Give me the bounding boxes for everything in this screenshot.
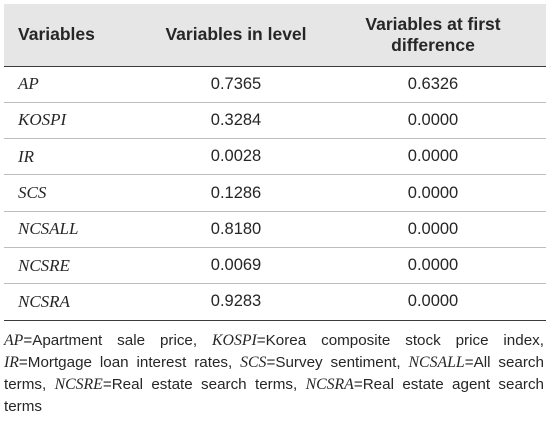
footnote-abbr: NCSRE bbox=[54, 375, 103, 393]
footnote-abbr: SCS bbox=[240, 353, 267, 371]
row-level-value: 0.0028 bbox=[152, 138, 320, 176]
row-variable: NCSRA bbox=[4, 283, 152, 321]
footnote-meaning: Real estate agent search terms bbox=[4, 375, 544, 415]
header-first-difference-label: Variables at first difference bbox=[365, 13, 501, 55]
row-variable: SCS bbox=[4, 174, 152, 212]
footnote-meaning: Real estate search terms bbox=[111, 375, 293, 393]
row-variable: NCSRE bbox=[4, 247, 152, 285]
table-body: AP 0.7365 0.6326 KOSPI 0.3284 0.0000 IR … bbox=[4, 66, 546, 321]
footnote-abbr: NCSALL bbox=[408, 353, 465, 371]
table-row: IR 0.0028 0.0000 bbox=[4, 138, 546, 176]
table-row: KOSPI 0.3284 0.0000 bbox=[4, 102, 546, 140]
row-level-value: 0.7365 bbox=[152, 66, 320, 103]
footnote-abbr: AP bbox=[4, 331, 24, 349]
row-level-value: 0.0069 bbox=[152, 247, 320, 285]
row-first-difference-value: 0.0000 bbox=[320, 283, 546, 321]
row-level-value: 0.9283 bbox=[152, 283, 320, 321]
row-level-value: 0.8180 bbox=[152, 211, 320, 248]
row-variable: IR bbox=[4, 138, 152, 176]
document-page: Variables Variables in level Variables a… bbox=[4, 4, 546, 418]
row-first-difference-value: 0.0000 bbox=[320, 102, 546, 140]
table-row: SCS 0.1286 0.0000 bbox=[4, 174, 546, 212]
row-level-value: 0.1286 bbox=[152, 174, 320, 212]
footnote-meaning: Survey sentiment bbox=[275, 353, 397, 371]
header-variables-at-first-difference: Variables at first difference bbox=[320, 4, 546, 67]
footnote-abbr: NCSRA bbox=[305, 375, 354, 393]
table-row: NCSALL 0.8180 0.0000 bbox=[4, 211, 546, 248]
table-row: NCSRE 0.0069 0.0000 bbox=[4, 247, 546, 285]
footnote-abbr: KOSPI bbox=[212, 331, 257, 349]
table-header: Variables Variables in level Variables a… bbox=[4, 4, 546, 67]
row-variable: KOSPI bbox=[4, 102, 152, 140]
row-first-difference-value: 0.0000 bbox=[320, 247, 546, 285]
row-variable: NCSALL bbox=[4, 211, 152, 248]
unit-root-test-table: Variables Variables in level Variables a… bbox=[4, 4, 546, 321]
footnote-meaning: Mortgage loan interest rates bbox=[27, 353, 228, 371]
row-variable: AP bbox=[4, 66, 152, 103]
row-first-difference-value: 0.6326 bbox=[320, 66, 546, 103]
table-row: NCSRA 0.9283 0.0000 bbox=[4, 283, 546, 321]
table-footnote: AP=Apartment sale price, KOSPI=Korea com… bbox=[4, 331, 544, 415]
footnote-meaning: Apartment sale price bbox=[32, 331, 193, 349]
header-row: Variables Variables in level Variables a… bbox=[4, 4, 546, 67]
row-first-difference-value: 0.0000 bbox=[320, 138, 546, 176]
row-level-value: 0.3284 bbox=[152, 102, 320, 140]
footnote-meaning: All search terms bbox=[4, 353, 544, 393]
row-first-difference-value: 0.0000 bbox=[320, 174, 546, 212]
table-row: AP 0.7365 0.6326 bbox=[4, 66, 546, 103]
header-variables: Variables bbox=[4, 4, 152, 67]
footnote-meaning: Korea composite stock price index bbox=[265, 331, 540, 349]
row-first-difference-value: 0.0000 bbox=[320, 211, 546, 248]
footnote-abbr: IR bbox=[4, 353, 19, 371]
header-variables-in-level: Variables in level bbox=[152, 4, 320, 67]
